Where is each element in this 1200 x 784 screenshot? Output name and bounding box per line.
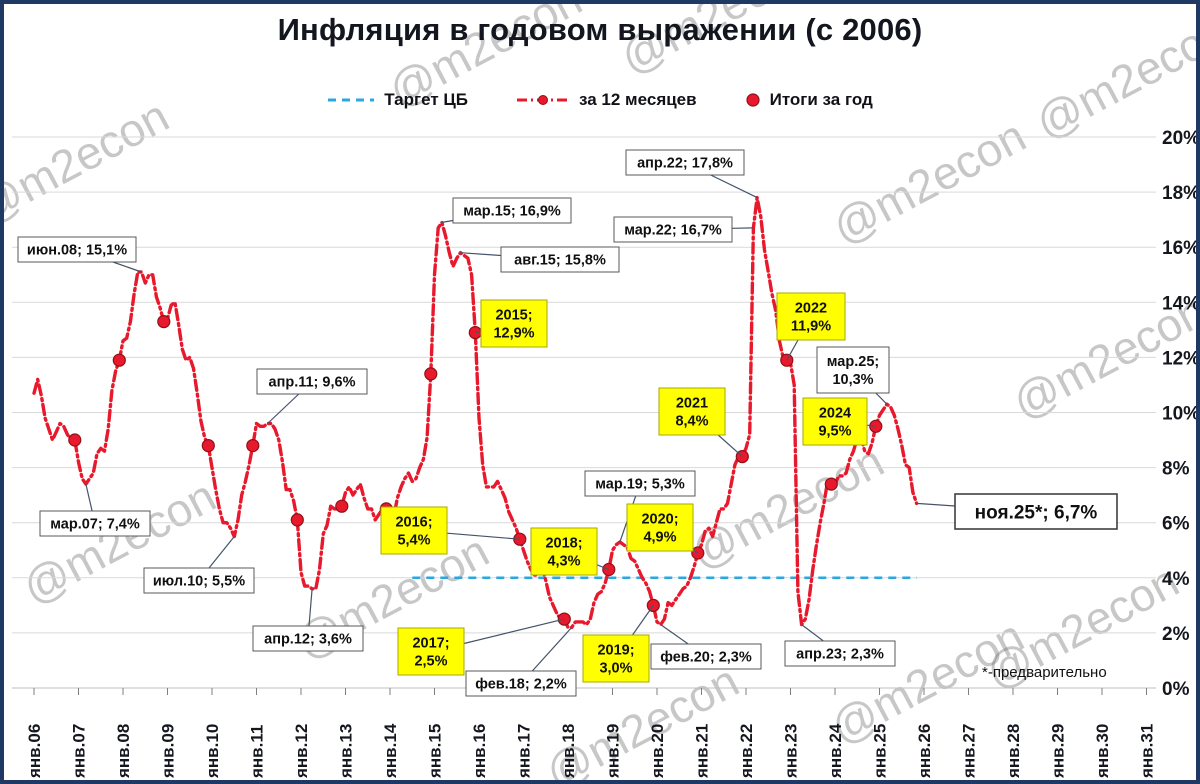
svg-text:янв.25: янв.25 <box>871 724 890 779</box>
legend-item-target: Таргет ЦБ <box>327 90 468 110</box>
svg-text:5,4%: 5,4% <box>397 533 430 549</box>
svg-text:4%: 4% <box>1162 569 1190 590</box>
legend-annual-label: Итоги за год <box>769 90 873 109</box>
svg-text:янв.19: янв.19 <box>604 724 623 779</box>
svg-text:2021: 2021 <box>676 396 708 412</box>
svg-text:0%: 0% <box>1162 679 1190 700</box>
svg-text:9,5%: 9,5% <box>818 424 851 440</box>
svg-text:2017;: 2017; <box>412 636 449 652</box>
chart-title: Инфляция в годовом выражении (с 2006) <box>277 12 923 47</box>
svg-text:янв.09: янв.09 <box>159 724 178 779</box>
svg-text:янв.18: янв.18 <box>559 724 578 779</box>
svg-text:апр.22; 17,8%: апр.22; 17,8% <box>637 156 733 172</box>
svg-text:янв.22: янв.22 <box>737 724 756 779</box>
svg-text:янв.21: янв.21 <box>693 724 712 779</box>
svg-text:4,9%: 4,9% <box>643 530 676 546</box>
svg-text:2,5%: 2,5% <box>414 654 447 670</box>
svg-text:2016;: 2016; <box>395 515 432 531</box>
svg-text:мар.15; 16,9%: мар.15; 16,9% <box>463 204 561 220</box>
legend-item-annual: Итоги за год <box>745 90 873 110</box>
svg-text:2%: 2% <box>1162 624 1190 645</box>
grid-lines <box>12 136 1156 689</box>
svg-text:фев.18; 2,2%: фев.18; 2,2% <box>475 677 567 693</box>
svg-text:6%: 6% <box>1162 514 1190 535</box>
svg-text:фев.20; 2,3%: фев.20; 2,3% <box>660 650 752 666</box>
annotations: июн.08; 15,1% мар.15; 16,9% авг.15; 15,8% а… <box>17 149 1118 697</box>
svg-text:янв.26: янв.26 <box>915 724 934 779</box>
svg-text:11,9%: 11,9% <box>791 319 831 335</box>
svg-text:янв.31: янв.31 <box>1138 724 1157 779</box>
svg-text:янв.29: янв.29 <box>1049 724 1068 779</box>
svg-text:10,3%: 10,3% <box>832 372 873 388</box>
svg-text:ноя.25*; 6,7%: ноя.25*; 6,7% <box>975 502 1098 523</box>
svg-text:2020;: 2020; <box>641 512 678 528</box>
svg-text:12%: 12% <box>1162 348 1200 369</box>
svg-text:янв.28: янв.28 <box>1004 724 1023 779</box>
svg-text:мар.07; 7,4%: мар.07; 7,4% <box>50 517 140 533</box>
svg-text:янв.20: янв.20 <box>648 724 667 779</box>
svg-text:2018;: 2018; <box>545 536 582 552</box>
svg-text:янв.06: янв.06 <box>25 724 44 779</box>
svg-text:янв.12: янв.12 <box>292 724 311 779</box>
svg-text:8,4%: 8,4% <box>675 414 708 430</box>
svg-text:2015;: 2015; <box>495 308 532 324</box>
svg-text:20%: 20% <box>1162 128 1200 149</box>
svg-text:янв.15: янв.15 <box>426 724 445 779</box>
svg-text:янв.10: янв.10 <box>203 724 222 779</box>
legend-12m-label: за 12 месяцев <box>579 90 697 109</box>
legend-item-12m: за 12 месяцев <box>516 90 697 110</box>
chart-legend: Таргет ЦБ за 12 месяцев Итоги за год <box>4 90 1196 110</box>
svg-text:янв.27: янв.27 <box>960 724 979 779</box>
svg-text:июл.10; 5,5%: июл.10; 5,5% <box>153 574 245 590</box>
svg-text:янв.23: янв.23 <box>782 724 801 779</box>
svg-text:10%: 10% <box>1162 404 1200 425</box>
svg-text:янв.14: янв.14 <box>381 723 400 779</box>
svg-text:июн.08; 15,1%: июн.08; 15,1% <box>27 243 127 259</box>
legend-target-label: Таргет ЦБ <box>384 90 469 109</box>
svg-text:18%: 18% <box>1162 183 1200 204</box>
svg-text:янв.24: янв.24 <box>826 723 845 779</box>
svg-text:мар.19; 5,3%: мар.19; 5,3% <box>595 477 685 493</box>
svg-text:2024: 2024 <box>819 406 851 422</box>
svg-text:авг.15; 15,8%: авг.15; 15,8% <box>514 253 606 269</box>
svg-text:мар.25;: мар.25; <box>827 354 879 370</box>
annual-dot-icon <box>745 93 760 107</box>
footnote-preliminary: *-предварительно <box>982 664 1107 681</box>
target-line-icon <box>328 98 375 102</box>
line-12m-icon <box>517 95 570 105</box>
svg-text:4,3%: 4,3% <box>547 554 580 570</box>
svg-text:16%: 16% <box>1162 238 1200 259</box>
svg-text:апр.11; 9,6%: апр.11; 9,6% <box>269 375 356 391</box>
svg-text:8%: 8% <box>1162 459 1190 480</box>
svg-text:14%: 14% <box>1162 293 1200 314</box>
svg-text:апр.12; 3,6%: апр.12; 3,6% <box>264 632 352 648</box>
svg-text:янв.13: янв.13 <box>337 724 356 779</box>
svg-text:янв.16: янв.16 <box>470 724 489 779</box>
svg-text:янв.17: янв.17 <box>515 724 534 779</box>
svg-text:3,0%: 3,0% <box>599 661 632 677</box>
svg-text:янв.07: янв.07 <box>70 724 89 779</box>
x-axis: янв.06 янв.07 янв.08 янв.09 янв.10 янв.11 янв.… <box>25 688 1157 779</box>
svg-text:12,9%: 12,9% <box>493 326 534 342</box>
svg-text:2022: 2022 <box>795 301 827 317</box>
svg-text:янв.08: янв.08 <box>114 724 133 779</box>
chart-canvas: 0% 2% 4% 6% 8% 10% 12% 14% 16% 18% 20% янв.06 янв.07… <box>12 128 1200 779</box>
svg-text:апр.23; 2,3%: апр.23; 2,3% <box>796 647 884 663</box>
svg-text:янв.11: янв.11 <box>248 725 267 779</box>
y-axis-labels: 0% 2% 4% 6% 8% 10% 12% 14% 16% 18% 20% <box>1162 128 1200 700</box>
svg-text:2019;: 2019; <box>597 643 634 659</box>
svg-text:мар.22; 16,7%: мар.22; 16,7% <box>624 223 722 239</box>
svg-text:янв.30: янв.30 <box>1093 724 1112 779</box>
